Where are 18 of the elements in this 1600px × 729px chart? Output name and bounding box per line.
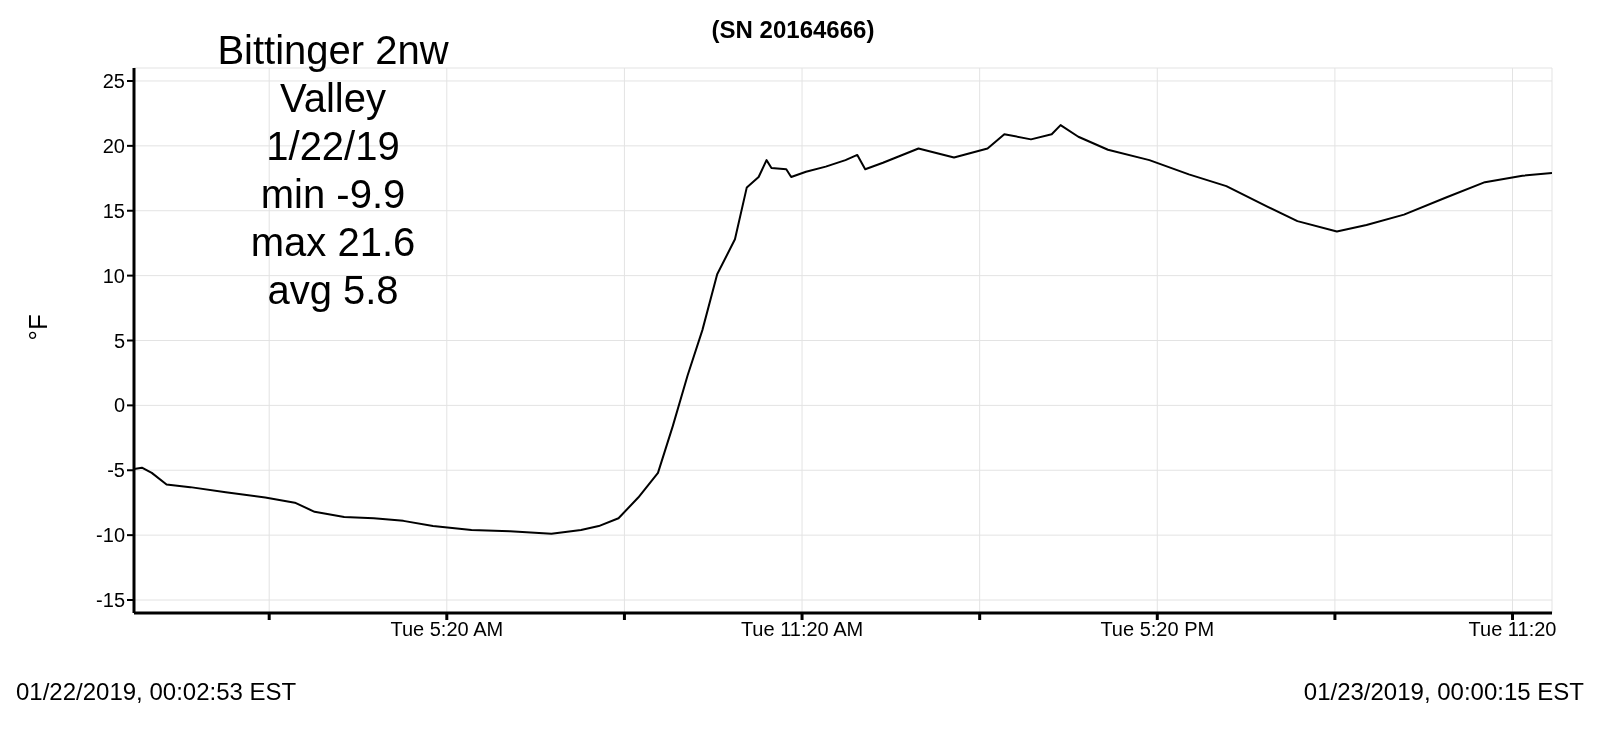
y-tick-label: 20 [102,134,125,157]
y-tick-label: 5 [113,329,125,352]
y-tick-label: -10 [96,524,125,547]
y-tick-label: 25 [102,70,125,93]
text: 01/23/2019, 00:00:15 EST [1303,678,1584,706]
x-tick-label: Tue 11:20 AM [740,618,864,641]
annotation: Bittinger 2nw Valley 1/22/19 min -9.9 max 21.6 avg 5.8 [216,27,450,314]
y-tick-label: -5 [107,459,125,482]
x-tick-label: Tue 11:20 [1468,618,1557,641]
y-tick-label: -15 [96,589,125,612]
y-tick-label: 0 [113,394,125,417]
y-axis-title: °F [23,314,54,341]
y-tick-label: 15 [102,199,125,222]
x-tick-label: Tue 5:20 PM [1100,618,1215,641]
y-tick-label: 10 [102,264,125,287]
text: 01/22/2019, 00:02:53 EST [16,678,297,706]
x-tick-label: Tue 5:20 AM [390,618,504,641]
chart-title: (SN 20164666) [711,16,875,43]
